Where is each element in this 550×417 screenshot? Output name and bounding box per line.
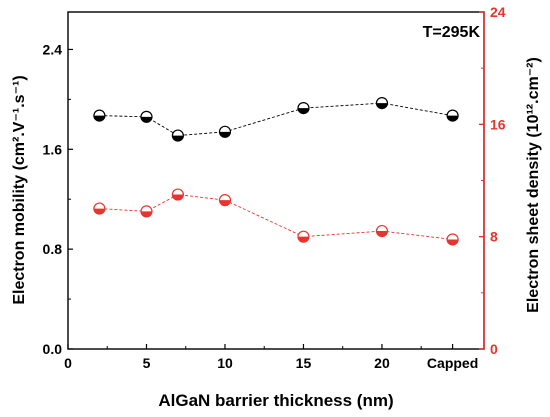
right-y-tick-label-2: 16 — [490, 116, 506, 132]
x-tick-label-2: 10 — [217, 355, 233, 371]
series-2-point-2 — [171, 188, 184, 201]
x-tick-label-1: 5 — [143, 355, 151, 371]
right-y-tick-label-1: 8 — [490, 229, 498, 245]
x-tick-label-4: 20 — [374, 355, 390, 371]
left-y-tick-label-0: 0.0 — [43, 341, 63, 357]
series-1-point-2 — [171, 129, 184, 142]
right-y-tick-label-3: 24 — [490, 4, 506, 20]
x-tick-label-5: Capped — [427, 355, 478, 371]
chart-marks: 0 5 10 15 20 Capped 0.0 0.8 1.6 2.4 0 8 16 24 — [43, 4, 506, 371]
x-tick-label-0: 0 — [64, 355, 72, 371]
x-axis-label: AlGaN barrier thickness (nm) — [158, 391, 393, 410]
series-2-point-3 — [218, 194, 232, 207]
series-1-point-5 — [375, 97, 389, 110]
series-1-point-4 — [297, 102, 310, 115]
series-1-point-6 — [446, 109, 459, 122]
series-2-point-4 — [297, 230, 310, 243]
annotation-temperature: T=295K — [423, 24, 481, 41]
series-2-point-1 — [140, 205, 153, 218]
series-2-point-0 — [93, 202, 106, 215]
right-y-axis-label: Electron sheet density (10¹².cm⁻²) — [525, 57, 542, 313]
left-y-axis-label: Electron mobility (cm².V⁻¹.s⁻¹) — [11, 75, 28, 304]
left-y-tick-label-3: 2.4 — [43, 41, 63, 57]
x-tick-label-3: 15 — [296, 355, 312, 371]
series-1-point-0 — [93, 109, 106, 122]
series-1-point-3 — [218, 125, 232, 138]
right-y-tick-label-0: 0 — [490, 341, 498, 357]
series-2-point-6 — [446, 233, 459, 246]
series-2-point-5 — [375, 224, 389, 238]
left-y-tick-label-1: 0.8 — [43, 241, 63, 257]
series-2-line — [99, 194, 453, 240]
series-1-point-1 — [140, 110, 153, 123]
plot-frame — [67, 11, 485, 350]
left-y-tick-label-2: 1.6 — [43, 141, 63, 157]
series-1-line — [99, 102, 453, 137]
